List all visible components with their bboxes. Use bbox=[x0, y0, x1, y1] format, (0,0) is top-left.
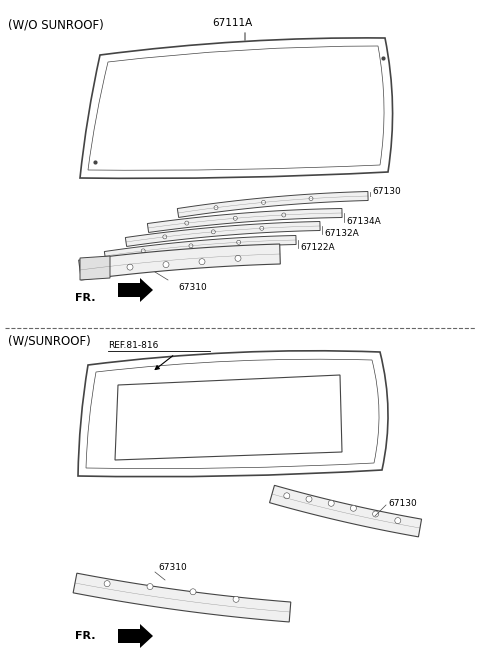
Circle shape bbox=[127, 264, 133, 270]
Text: (W/SUNROOF): (W/SUNROOF) bbox=[8, 334, 91, 347]
Polygon shape bbox=[147, 209, 342, 232]
Text: FR.: FR. bbox=[75, 293, 96, 303]
Circle shape bbox=[284, 493, 290, 499]
Circle shape bbox=[260, 226, 264, 230]
Polygon shape bbox=[79, 244, 280, 280]
Text: 67122A: 67122A bbox=[300, 243, 335, 253]
Polygon shape bbox=[104, 236, 296, 260]
Circle shape bbox=[395, 518, 401, 523]
PathPatch shape bbox=[80, 38, 393, 178]
Circle shape bbox=[163, 235, 167, 239]
Circle shape bbox=[235, 255, 241, 261]
Circle shape bbox=[199, 258, 205, 264]
Circle shape bbox=[185, 221, 189, 225]
Polygon shape bbox=[177, 192, 368, 217]
Circle shape bbox=[211, 230, 216, 234]
Polygon shape bbox=[115, 375, 342, 460]
Text: 67134A: 67134A bbox=[346, 218, 381, 226]
Text: FR.: FR. bbox=[75, 631, 96, 641]
Polygon shape bbox=[73, 573, 291, 622]
Circle shape bbox=[189, 244, 193, 248]
Circle shape bbox=[372, 511, 379, 517]
Polygon shape bbox=[118, 278, 153, 302]
Text: 67130: 67130 bbox=[372, 188, 401, 197]
Text: 67310: 67310 bbox=[178, 283, 207, 292]
Circle shape bbox=[163, 262, 169, 268]
Circle shape bbox=[190, 589, 196, 595]
Circle shape bbox=[233, 596, 239, 602]
PathPatch shape bbox=[78, 351, 388, 477]
Circle shape bbox=[328, 501, 334, 506]
Polygon shape bbox=[125, 222, 320, 247]
Polygon shape bbox=[270, 485, 421, 537]
Circle shape bbox=[309, 197, 313, 201]
Text: 67132A: 67132A bbox=[324, 230, 359, 239]
Circle shape bbox=[104, 581, 110, 586]
Circle shape bbox=[233, 216, 237, 220]
Circle shape bbox=[262, 200, 265, 205]
Circle shape bbox=[237, 240, 240, 244]
Circle shape bbox=[214, 206, 218, 210]
Circle shape bbox=[282, 213, 286, 217]
Text: 67310: 67310 bbox=[158, 563, 187, 572]
Circle shape bbox=[350, 505, 356, 511]
Circle shape bbox=[306, 496, 312, 502]
Polygon shape bbox=[80, 256, 110, 280]
Text: REF.81-816: REF.81-816 bbox=[108, 341, 158, 350]
Circle shape bbox=[141, 249, 145, 253]
Text: 67130: 67130 bbox=[388, 499, 417, 508]
Polygon shape bbox=[118, 624, 153, 648]
Circle shape bbox=[147, 584, 153, 590]
Text: 67111A: 67111A bbox=[212, 18, 252, 28]
Text: (W/O SUNROOF): (W/O SUNROOF) bbox=[8, 18, 104, 31]
